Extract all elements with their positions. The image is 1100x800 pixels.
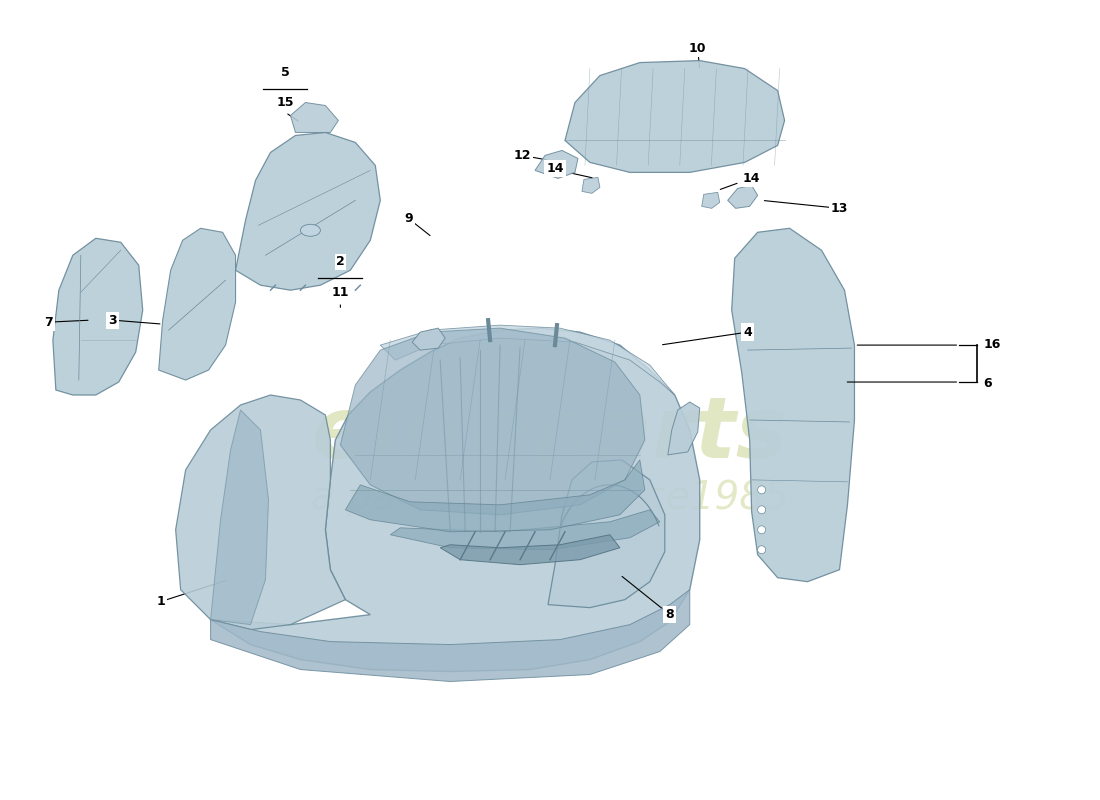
Polygon shape — [565, 61, 784, 172]
Polygon shape — [390, 510, 660, 550]
Text: 14: 14 — [742, 172, 760, 185]
Ellipse shape — [300, 224, 320, 236]
Polygon shape — [210, 410, 268, 625]
Polygon shape — [176, 395, 345, 630]
Text: 8: 8 — [666, 608, 674, 621]
Polygon shape — [290, 102, 339, 133]
Text: 7: 7 — [44, 316, 53, 329]
Polygon shape — [702, 192, 719, 208]
Polygon shape — [235, 133, 381, 290]
Circle shape — [758, 526, 766, 534]
Polygon shape — [440, 534, 620, 565]
Polygon shape — [535, 150, 578, 178]
Text: 12: 12 — [514, 149, 531, 162]
Polygon shape — [345, 460, 645, 532]
Polygon shape — [381, 325, 674, 395]
Polygon shape — [210, 590, 690, 682]
Text: 14: 14 — [547, 162, 563, 175]
Polygon shape — [728, 186, 758, 208]
Polygon shape — [412, 328, 446, 350]
Polygon shape — [582, 178, 600, 194]
Text: 4: 4 — [744, 326, 752, 338]
Text: 2: 2 — [336, 255, 344, 268]
Polygon shape — [668, 402, 700, 455]
Text: 9: 9 — [404, 212, 412, 225]
Polygon shape — [158, 228, 235, 380]
Circle shape — [758, 546, 766, 554]
Text: 13: 13 — [830, 202, 848, 215]
Text: 16: 16 — [983, 338, 1001, 350]
Text: 5: 5 — [282, 66, 289, 78]
Text: 11: 11 — [331, 286, 349, 298]
Polygon shape — [53, 238, 143, 395]
Polygon shape — [340, 328, 645, 515]
Polygon shape — [548, 460, 664, 608]
Text: europarts: europarts — [312, 394, 788, 477]
Polygon shape — [210, 328, 700, 671]
Polygon shape — [732, 228, 855, 582]
Text: 3: 3 — [109, 314, 117, 326]
Text: 10: 10 — [689, 42, 706, 55]
Circle shape — [758, 486, 766, 494]
Circle shape — [758, 506, 766, 514]
Text: 1: 1 — [156, 595, 165, 608]
Text: 6: 6 — [983, 377, 992, 390]
Text: 15: 15 — [277, 96, 294, 109]
Text: a part for you since1985: a part for you since1985 — [311, 479, 789, 517]
